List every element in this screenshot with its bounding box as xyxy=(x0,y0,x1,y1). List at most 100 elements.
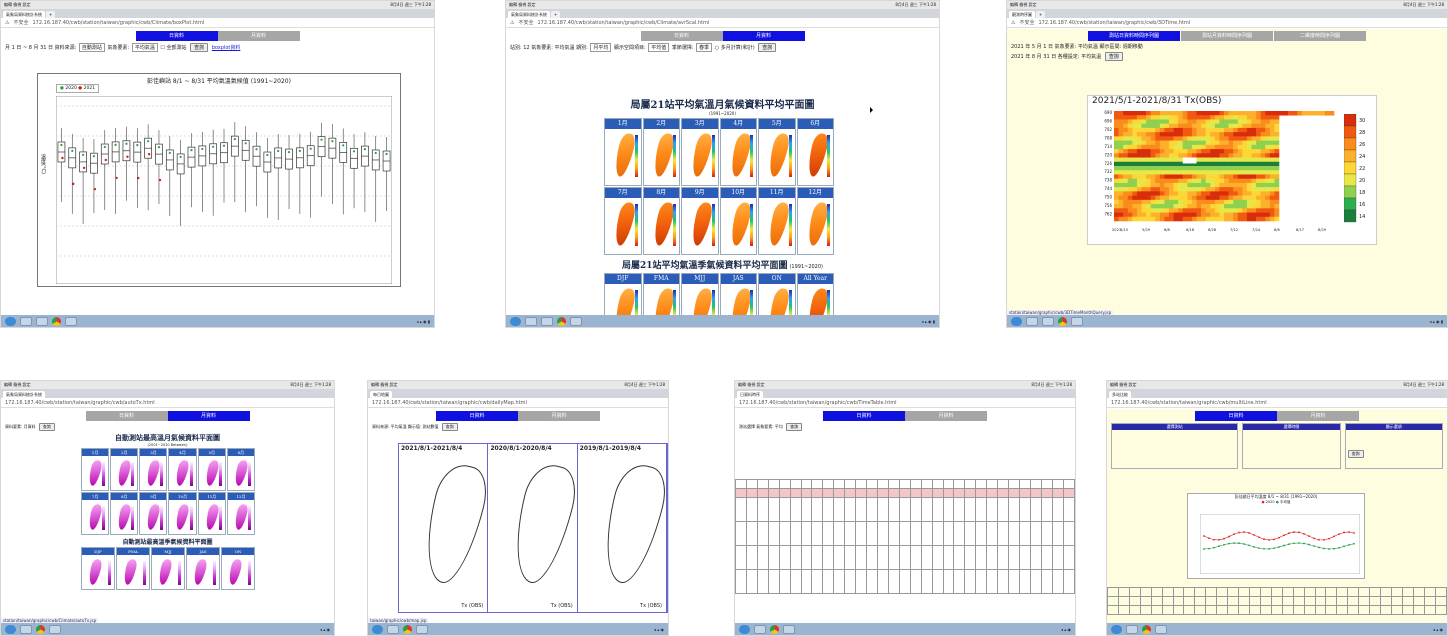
map-cell[interactable]: ON xyxy=(758,273,796,315)
daily-toggle[interactable]: 日資料 xyxy=(823,411,905,421)
explorer-icon[interactable] xyxy=(525,316,537,326)
map-cell[interactable]: 4月 xyxy=(719,118,757,186)
new-tab-button[interactable]: + xyxy=(551,11,561,18)
map-cell[interactable]: JAS xyxy=(186,547,220,590)
app-icon[interactable] xyxy=(570,316,582,326)
browser-tab[interactable]: 氣象局資料統計系統 xyxy=(3,11,45,18)
monthly-toggle[interactable]: 月資料 xyxy=(518,411,600,421)
menu-items[interactable]: 編輯 檢視 設定 xyxy=(1110,382,1137,387)
map-cell[interactable]: All Year xyxy=(796,273,834,315)
map-cell[interactable]: 11月 xyxy=(758,187,796,255)
address-bar[interactable]: 172.16.187.40/cwb/station/taiwan/graphic… xyxy=(368,398,668,408)
map-cell[interactable]: 5月 xyxy=(758,118,796,186)
monthly-toggle[interactable]: 月資料 xyxy=(167,411,250,421)
address-bar[interactable]: ⚠ 不安全 172.16.187.40/cwb/station/taiwan/g… xyxy=(506,18,939,28)
menu-items[interactable]: 編輯 檢視 設定 xyxy=(371,382,398,387)
menu-items[interactable]: 編輯 檢視 設定 xyxy=(738,382,765,387)
query-button[interactable]: 查詢 xyxy=(1104,52,1123,61)
query-button[interactable]: 查詢 xyxy=(190,43,209,52)
chrome-icon[interactable] xyxy=(52,316,61,326)
monthly-toggle[interactable]: 月資料 xyxy=(905,411,987,421)
start-button[interactable] xyxy=(5,316,16,326)
menu-items[interactable]: 編輯 檢視 設定 xyxy=(4,2,31,7)
new-tab-button[interactable]: + xyxy=(1036,11,1046,18)
browser-tab[interactable]: 氣象局資料統計系統 xyxy=(3,391,45,398)
explorer-icon[interactable] xyxy=(387,624,399,634)
url-text[interactable]: 172.16.187.40/cwb/station/taiwan/graphic… xyxy=(1038,19,1191,26)
map-cell[interactable]: 3月 xyxy=(139,448,168,491)
element-select[interactable]: 平均氣溫 xyxy=(131,43,158,52)
explorer-icon[interactable] xyxy=(754,624,766,634)
map-cell[interactable]: 11月 xyxy=(197,492,226,535)
monthly-toggle[interactable]: 月資料 xyxy=(722,31,805,41)
daily-toggle[interactable]: 日資料 xyxy=(1195,411,1277,421)
media-icon[interactable] xyxy=(1042,316,1054,326)
chrome-icon[interactable] xyxy=(557,316,566,326)
address-bar[interactable]: 172.16.187.40/cwb/station/taiwan/graphic… xyxy=(1107,398,1447,408)
map-cell[interactable]: DJF xyxy=(81,547,115,590)
multi-month-radio[interactable]: ○ xyxy=(714,45,720,51)
control-text[interactable]: 測站選擇 氣象要素: 平均 xyxy=(739,424,783,429)
daily-toggle[interactable]: 日資料 xyxy=(85,411,168,421)
url-text[interactable]: 172.16.187.40/cwb/station/taiwan/graphic… xyxy=(739,399,897,406)
daily-map[interactable]: 2019/8/1-2019/8/4 Tx (OBS) xyxy=(578,444,668,612)
map-cell[interactable]: DJF xyxy=(604,273,642,315)
display-select[interactable]: 平均值 xyxy=(648,43,670,52)
map-cell[interactable]: FMA xyxy=(116,547,150,590)
map-cell[interactable]: 9月 xyxy=(139,492,168,535)
map-cell[interactable]: 1月 xyxy=(604,118,642,186)
map-cell[interactable]: 7月 xyxy=(81,492,110,535)
address-bar[interactable]: 172.16.187.40/cwb/station/taiwan/graphic… xyxy=(735,398,1075,408)
map-cell[interactable]: 9月 xyxy=(681,187,719,255)
map-cell[interactable]: 3月 xyxy=(681,118,719,186)
url-text[interactable]: 172.16.187.40/cwb/station/taiwan/graphic… xyxy=(32,19,205,26)
chrome-icon[interactable] xyxy=(403,624,412,634)
control-text[interactable]: 資料來源: 平均氣溫 顯示值: 測站數值 xyxy=(372,424,439,429)
chrome-icon[interactable] xyxy=(36,624,45,634)
browser-tab[interactable]: 氣象局資料統計系統 xyxy=(508,11,550,18)
daily-toggle[interactable]: 日資料 xyxy=(640,31,723,41)
app-icon[interactable] xyxy=(416,624,428,634)
map-cell[interactable]: 8月 xyxy=(110,492,139,535)
map-cell[interactable]: FMA xyxy=(642,273,680,315)
explorer-icon[interactable] xyxy=(20,316,32,326)
browser-tab[interactable]: 多站比較 xyxy=(1109,391,1131,398)
query-button[interactable]: 查詢 xyxy=(1347,450,1364,458)
menu-items[interactable]: 編輯 檢視 設定 xyxy=(1010,2,1037,7)
map-cell[interactable]: 5月 xyxy=(197,448,226,491)
query-button[interactable]: 查詢 xyxy=(786,423,803,431)
tab-daily-series[interactable]: 測站日資料時間序列圖 xyxy=(1088,31,1180,41)
source-select[interactable]: 自動測站 xyxy=(78,43,105,52)
monthly-toggle[interactable]: 月資料 xyxy=(1277,411,1359,421)
menu-items[interactable]: 編輯 檢視 設定 xyxy=(509,2,536,7)
address-bar[interactable]: 172.16.187.40/cwb/station/taiwan/graphic… xyxy=(1,398,334,408)
map-cell[interactable]: 7月 xyxy=(604,187,642,255)
end-date[interactable]: 2021 年 8 月 31 日 各種設定: 平均氣溫 xyxy=(1011,54,1102,60)
tab-monthly-series[interactable]: 測站月資料時間序列圖 xyxy=(1181,31,1273,41)
start-button[interactable] xyxy=(1011,316,1022,326)
start-button[interactable] xyxy=(739,624,750,634)
menu-items[interactable]: 編輯 檢視 設定 xyxy=(4,382,31,387)
map-cell[interactable]: 10月 xyxy=(719,187,757,255)
start-button[interactable] xyxy=(1111,624,1122,634)
media-icon[interactable] xyxy=(541,316,553,326)
start-date[interactable]: 2021 年 5 月 1 日 氣象要素: 平均氣溫 顯示區間: 週期移動 xyxy=(1011,44,1143,50)
map-cell[interactable]: JAS xyxy=(719,273,757,315)
period-select[interactable]: 月平均 xyxy=(590,43,612,52)
monthly-toggle[interactable]: 月資料 xyxy=(217,31,300,41)
explorer-icon[interactable] xyxy=(1126,624,1138,634)
query-button[interactable]: 查詢 xyxy=(441,423,458,431)
map-cell[interactable]: 1月 xyxy=(81,448,110,491)
map-cell[interactable]: 2月 xyxy=(642,118,680,186)
map-cell[interactable]: 6月 xyxy=(226,448,255,491)
query-button[interactable]: 查詢 xyxy=(758,43,777,52)
new-tab-button[interactable]: + xyxy=(46,11,56,18)
app-icon[interactable] xyxy=(49,624,61,634)
url-text[interactable]: 172.16.187.40/cwb/station/taiwan/graphic… xyxy=(5,399,155,406)
start-button[interactable] xyxy=(372,624,383,634)
browser-tab[interactable]: 觀測時序圖 xyxy=(1009,11,1035,18)
start-button[interactable] xyxy=(5,624,16,634)
browser-tab[interactable]: 每日地圖 xyxy=(370,391,392,398)
query-button[interactable]: 查詢 xyxy=(38,423,55,431)
daily-toggle[interactable]: 日資料 xyxy=(436,411,518,421)
